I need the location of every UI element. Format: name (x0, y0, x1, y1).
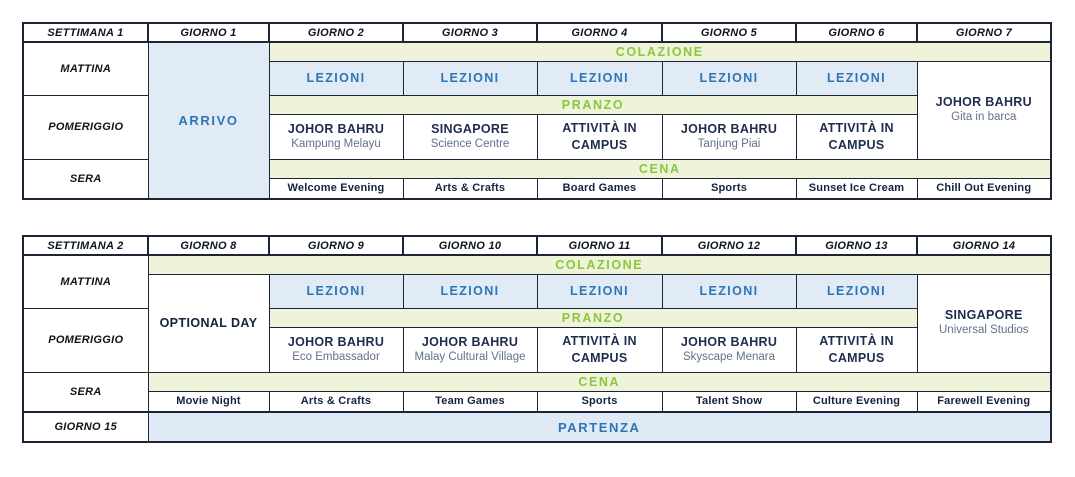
excursion-title: SINGAPORE (944, 308, 1023, 323)
day-header-giorno-9: GIORNO 9 (268, 235, 404, 256)
evening-event-day10: Team Games (402, 390, 538, 413)
activity-title: ATTIVITÀ IN CAMPUS (819, 121, 894, 152)
day-header-giorno-7: GIORNO 7 (916, 22, 1052, 43)
optional-day-cell: OPTIONAL DAY (147, 273, 270, 373)
activity-cell-day5: JOHOR BAHRU Tanjung Piai (661, 113, 797, 160)
activity-subtitle: Tanjung Piai (697, 137, 761, 150)
week2-label: SETTIMANA 2 (22, 235, 149, 256)
meal-band-lunch: PRANZO (268, 94, 918, 115)
lessons-cell-day13: LEZIONI (795, 273, 918, 309)
week2-header-row: SETTIMANA 2 GIORNO 8 GIORNO 9 GIORNO 10 … (22, 235, 1052, 256)
lessons-cell-day10: LEZIONI (402, 273, 538, 309)
meal-band-breakfast: COLAZIONE (268, 41, 1052, 62)
time-label-afternoon: POMERIGGIO (22, 307, 149, 373)
activity-subtitle: Skyscape Menara (682, 350, 776, 363)
day-header-giorno-2: GIORNO 2 (268, 22, 404, 43)
lessons-cell-day9: LEZIONI (268, 273, 404, 309)
activity-cell-day12: JOHOR BAHRU Skyscape Menara (661, 326, 797, 373)
lessons-cell-day6: LEZIONI (795, 60, 918, 96)
day14-excursion-cell: SINGAPORE Universal Studios (916, 273, 1052, 373)
evening-event-day8: Movie Night (147, 390, 270, 413)
activity-cell-day2: JOHOR BAHRU Kampung Melayu (268, 113, 404, 160)
evening-event-day2: Welcome Evening (268, 177, 404, 200)
excursion-subtitle: Gita in barca (951, 111, 1017, 124)
activity-cell-day6: ATTIVITÀ IN CAMPUS (795, 113, 918, 160)
activity-cell-day3: SINGAPORE Science Centre (402, 113, 538, 160)
activity-cell-day10: JOHOR BAHRU Malay Cultural Village (402, 326, 538, 373)
activity-title: ATTIVITÀ IN CAMPUS (562, 121, 637, 152)
excursion-subtitle: Universal Studios (939, 324, 1029, 337)
lessons-cell-day3: LEZIONI (402, 60, 538, 96)
activity-title: SINGAPORE (431, 121, 509, 136)
activity-subtitle: Eco Embassador (292, 350, 380, 363)
week1-label: SETTIMANA 1 (22, 22, 149, 43)
day-header-giorno-4: GIORNO 4 (536, 22, 663, 43)
day-header-giorno-3: GIORNO 3 (402, 22, 538, 43)
day-header-giorno-10: GIORNO 10 (402, 235, 538, 256)
day-header-giorno-14: GIORNO 14 (916, 235, 1052, 256)
activity-cell-day11: ATTIVITÀ IN CAMPUS (536, 326, 663, 373)
activity-subtitle: Kampung Melayu (291, 137, 381, 150)
activity-title: ATTIVITÀ IN CAMPUS (819, 334, 894, 365)
activity-title: JOHOR BAHRU (680, 121, 778, 136)
day-header-giorno-8: GIORNO 8 (147, 235, 270, 256)
week1-header-row: SETTIMANA 1 GIORNO 1 GIORNO 2 GIORNO 3 G… (22, 22, 1052, 43)
lessons-cell-day12: LEZIONI (661, 273, 797, 309)
activity-cell-day13: ATTIVITÀ IN CAMPUS (795, 326, 918, 373)
meal-band-dinner: CENA (147, 371, 1052, 392)
excursion-title: JOHOR BAHRU (935, 95, 1032, 110)
day-header-giorno-13: GIORNO 13 (795, 235, 918, 256)
evening-event-day5: Sports (661, 177, 797, 200)
time-label-evening: SERA (22, 158, 149, 200)
time-label-afternoon: POMERIGGIO (22, 94, 149, 160)
time-label-evening: SERA (22, 371, 149, 413)
evening-event-day3: Arts & Crafts (402, 177, 538, 200)
activity-title: ATTIVITÀ IN CAMPUS (562, 334, 637, 365)
day-header-giorno-1: GIORNO 1 (147, 22, 270, 43)
evening-event-day11: Sports (536, 390, 663, 413)
week1-schedule-table: SETTIMANA 1 GIORNO 1 GIORNO 2 GIORNO 3 G… (22, 22, 1052, 200)
evening-event-day6: Sunset Ice Cream (795, 177, 918, 200)
lessons-cell-day4: LEZIONI (536, 60, 663, 96)
evening-event-day12: Talent Show (661, 390, 797, 413)
evening-event-day4: Board Games (536, 177, 663, 200)
activity-cell-day4: ATTIVITÀ IN CAMPUS (536, 113, 663, 160)
time-label-morning: MATTINA (22, 254, 149, 309)
lessons-cell-day11: LEZIONI (536, 273, 663, 309)
activity-cell-day9: JOHOR BAHRU Eco Embassador (268, 326, 404, 373)
meal-band-lunch: PRANZO (268, 307, 918, 328)
day15-label: GIORNO 15 (22, 411, 149, 443)
arrival-cell: ARRIVO (147, 41, 270, 200)
departure-cell: PARTENZA (147, 411, 1052, 443)
activity-title: JOHOR BAHRU (421, 334, 519, 349)
day7-excursion-cell: JOHOR BAHRU Gita in barca (916, 60, 1052, 160)
activity-title: JOHOR BAHRU (287, 121, 385, 136)
evening-event-day13: Culture Evening (795, 390, 918, 413)
activity-title: JOHOR BAHRU (287, 334, 385, 349)
activity-title: JOHOR BAHRU (680, 334, 778, 349)
evening-event-day7: Chill Out Evening (916, 177, 1052, 200)
lessons-cell-day2: LEZIONI (268, 60, 404, 96)
evening-event-day9: Arts & Crafts (268, 390, 404, 413)
meal-band-dinner: CENA (268, 158, 1052, 179)
activity-subtitle: Malay Cultural Village (414, 350, 526, 363)
lessons-cell-day5: LEZIONI (661, 60, 797, 96)
activity-subtitle: Science Centre (430, 137, 510, 150)
day-header-giorno-5: GIORNO 5 (661, 22, 797, 43)
day-header-giorno-12: GIORNO 12 (661, 235, 797, 256)
meal-band-breakfast: COLAZIONE (147, 254, 1052, 275)
day-header-giorno-6: GIORNO 6 (795, 22, 918, 43)
evening-event-day14: Farewell Evening (916, 390, 1052, 413)
day-header-giorno-11: GIORNO 11 (536, 235, 663, 256)
week2-schedule-table: SETTIMANA 2 GIORNO 8 GIORNO 9 GIORNO 10 … (22, 235, 1052, 443)
time-label-morning: MATTINA (22, 41, 149, 96)
